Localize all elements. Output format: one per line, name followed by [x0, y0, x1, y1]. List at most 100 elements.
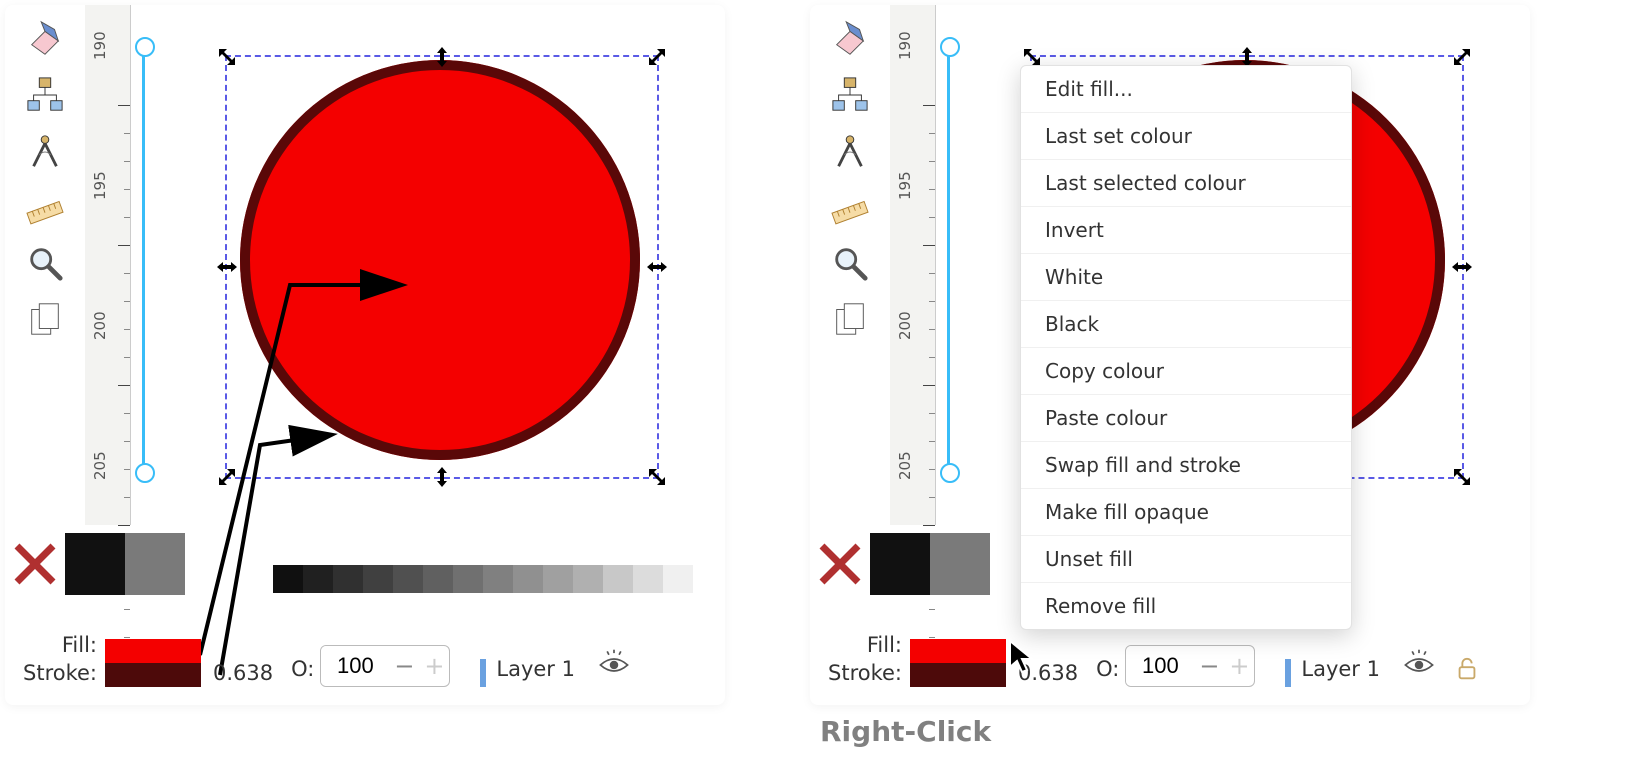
tool-calipers[interactable] — [828, 129, 872, 173]
grey-swatch[interactable] — [453, 565, 483, 593]
opacity-increase[interactable]: + — [1224, 647, 1254, 685]
tool-paste[interactable] — [828, 297, 872, 341]
grey-swatch[interactable] — [573, 565, 603, 593]
selection-handle[interactable] — [216, 256, 238, 278]
tool-ruler[interactable] — [828, 185, 872, 229]
grey-swatch[interactable] — [513, 565, 543, 593]
layer-visibility-icon[interactable] — [597, 648, 631, 687]
panel-after: 190195200205 Fill: Stroke: 0.638 O: − + — [810, 5, 1530, 705]
palette-black-swatch[interactable] — [65, 533, 125, 595]
ruler-tick-label: 205 — [91, 451, 109, 480]
vertical-ruler: 190 195 200 205 — [890, 5, 936, 525]
panel-before: 190195200205 Fill: Stroke: 0.638 O: — [5, 5, 725, 705]
vertical-ruler: 190 195 200 205 — [85, 5, 131, 525]
tool-eraser[interactable] — [828, 17, 872, 61]
status-bar: Fill: Stroke: 0.638 O: − + Layer 1 — [5, 617, 725, 687]
context-menu-item[interactable]: Edit fill... — [1021, 66, 1351, 113]
no-color-swatch[interactable] — [810, 533, 870, 595]
opacity-decrease[interactable]: − — [389, 647, 419, 685]
tool-zoom[interactable] — [23, 241, 67, 285]
stroke-swatch[interactable] — [910, 663, 1006, 687]
selection-handle[interactable] — [646, 466, 668, 488]
palette-grey-swatch[interactable] — [125, 533, 185, 595]
context-menu-item[interactable]: Last selected colour — [1021, 160, 1351, 207]
selection-handle[interactable] — [1451, 46, 1473, 68]
no-color-swatch[interactable] — [5, 533, 65, 595]
toolbox — [820, 5, 880, 353]
context-menu-item[interactable]: Copy colour — [1021, 348, 1351, 395]
opacity-label: O: — [291, 657, 314, 687]
palette-grey-swatch[interactable] — [930, 533, 990, 595]
opacity-input[interactable] — [1126, 646, 1194, 686]
opacity-decrease[interactable]: − — [1194, 647, 1224, 685]
grey-swatch[interactable] — [273, 565, 303, 593]
selection-handle[interactable] — [1451, 466, 1473, 488]
context-menu-item[interactable]: Black — [1021, 301, 1351, 348]
tool-zoom[interactable] — [828, 241, 872, 285]
tool-diagram[interactable] — [23, 73, 67, 117]
layer-name[interactable]: Layer 1 — [496, 657, 575, 687]
stroke-swatch[interactable] — [105, 663, 201, 687]
fill-context-menu: Edit fill...Last set colourLast selected… — [1020, 65, 1352, 630]
opacity-increase[interactable]: + — [419, 647, 449, 685]
context-menu-item[interactable]: White — [1021, 254, 1351, 301]
context-menu-item[interactable]: Make fill opaque — [1021, 489, 1351, 536]
opacity-input[interactable] — [321, 646, 389, 686]
opacity-spinbox[interactable]: − + — [1125, 645, 1255, 687]
selection-handle[interactable] — [431, 466, 453, 488]
selection-handle[interactable] — [646, 256, 668, 278]
stroke-label: Stroke: — [23, 659, 97, 687]
layer-color-marker — [480, 659, 486, 687]
selection-bounding-box — [225, 55, 659, 479]
context-menu-item[interactable]: Invert — [1021, 207, 1351, 254]
grey-swatch[interactable] — [633, 565, 663, 593]
tool-calipers[interactable] — [23, 129, 67, 173]
fill-label: Fill: — [867, 631, 902, 659]
ruler-tick-label: 205 — [896, 451, 914, 480]
context-menu-item[interactable]: Paste colour — [1021, 395, 1351, 442]
vertical-slider[interactable] — [938, 45, 958, 475]
layer-name[interactable]: Layer 1 — [1301, 657, 1380, 687]
vertical-slider[interactable] — [133, 45, 153, 475]
ruler-tick-label: 195 — [896, 171, 914, 200]
layer-color-marker — [1285, 659, 1291, 687]
ruler-tick-label: 190 — [896, 31, 914, 60]
fill-swatch[interactable] — [105, 639, 201, 663]
context-menu-item[interactable]: Last set colour — [1021, 113, 1351, 160]
toolbox — [15, 5, 75, 353]
cursor-icon — [1006, 639, 1042, 675]
layer-lock-icon[interactable] — [1454, 656, 1480, 687]
ruler-tick-label: 200 — [896, 311, 914, 340]
selection-handle[interactable] — [216, 46, 238, 68]
grey-ramp[interactable] — [273, 565, 693, 593]
tool-diagram[interactable] — [828, 73, 872, 117]
grey-swatch[interactable] — [393, 565, 423, 593]
fill-swatch[interactable] — [910, 639, 1006, 663]
selection-handle[interactable] — [1451, 256, 1473, 278]
context-menu-item[interactable]: Swap fill and stroke — [1021, 442, 1351, 489]
grey-swatch[interactable] — [363, 565, 393, 593]
context-menu-item[interactable]: Remove fill — [1021, 583, 1351, 629]
grey-swatch[interactable] — [663, 565, 693, 593]
grey-swatch[interactable] — [603, 565, 633, 593]
grey-swatch[interactable] — [543, 565, 573, 593]
ruler-tick-label: 195 — [91, 171, 109, 200]
opacity-spinbox[interactable]: − + — [320, 645, 450, 687]
tool-eraser[interactable] — [23, 17, 67, 61]
grey-swatch[interactable] — [483, 565, 513, 593]
context-menu-item[interactable]: Unset fill — [1021, 536, 1351, 583]
grey-swatch[interactable] — [333, 565, 363, 593]
layer-visibility-icon[interactable] — [1402, 648, 1436, 687]
grey-swatch[interactable] — [423, 565, 453, 593]
tool-ruler[interactable] — [23, 185, 67, 229]
grey-swatch[interactable] — [303, 565, 333, 593]
ruler-tick-label: 200 — [91, 311, 109, 340]
stroke-width-value: 0.638 — [213, 661, 273, 687]
selection-handle[interactable] — [431, 46, 453, 68]
palette-black-swatch[interactable] — [870, 533, 930, 595]
selection-handle[interactable] — [216, 466, 238, 488]
selection-handle[interactable] — [646, 46, 668, 68]
tool-paste[interactable] — [23, 297, 67, 341]
canvas[interactable] — [160, 35, 715, 515]
ruler-tick-label: 190 — [91, 31, 109, 60]
